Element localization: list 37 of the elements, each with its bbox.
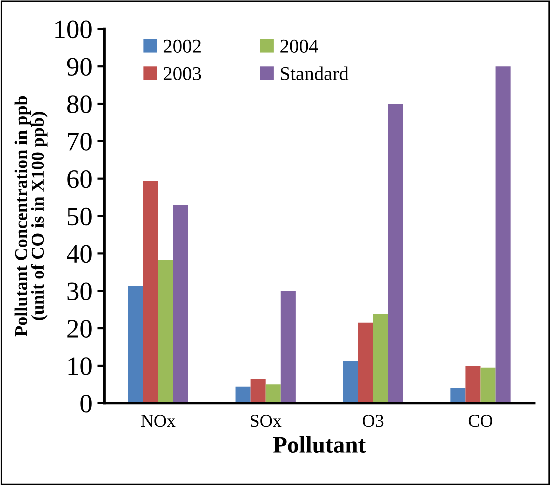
bar <box>128 286 144 404</box>
legend-label: 2003 <box>164 67 202 80</box>
x-axis-title: Pollutant <box>273 436 366 454</box>
bar <box>373 314 388 404</box>
legend-label: 2002 <box>164 40 201 53</box>
x-tick-label: NOx <box>141 415 176 428</box>
y-tick-label: 20 <box>68 320 92 338</box>
bar <box>450 388 466 404</box>
legend-label: 2004 <box>280 40 318 53</box>
y-tick-label: 10 <box>68 358 92 376</box>
bar <box>358 322 374 404</box>
x-tick-label: O3 <box>363 415 384 428</box>
bar <box>236 386 251 404</box>
y-tick-label: 0 <box>80 394 92 413</box>
bar <box>343 361 358 404</box>
y-axis-title: Pollutant Concentration in ppb (unit of CO is in X100 ppb) <box>14 96 48 337</box>
bar <box>466 366 481 404</box>
y-tick-label: 60 <box>68 170 92 188</box>
bar <box>388 104 404 404</box>
y-tick-label: 80 <box>68 96 92 114</box>
bar <box>480 368 496 404</box>
y-tick-label: 50 <box>68 208 92 226</box>
bar <box>280 291 296 404</box>
bar <box>173 205 188 404</box>
bar <box>250 379 266 404</box>
y-tick-label: 100 <box>56 20 92 39</box>
y-tick-label: 70 <box>68 133 92 151</box>
bar <box>158 260 174 404</box>
bar <box>143 181 158 404</box>
x-tick-label: SOx <box>251 415 282 428</box>
y-tick-label: 30 <box>68 282 92 301</box>
y-tick-label: 90 <box>67 58 92 76</box>
x-tick-label: CO <box>468 415 493 428</box>
y-tick-label: 40 <box>67 245 92 264</box>
bar <box>496 66 511 404</box>
legend-label: Standard <box>281 66 349 80</box>
bar <box>266 384 281 404</box>
